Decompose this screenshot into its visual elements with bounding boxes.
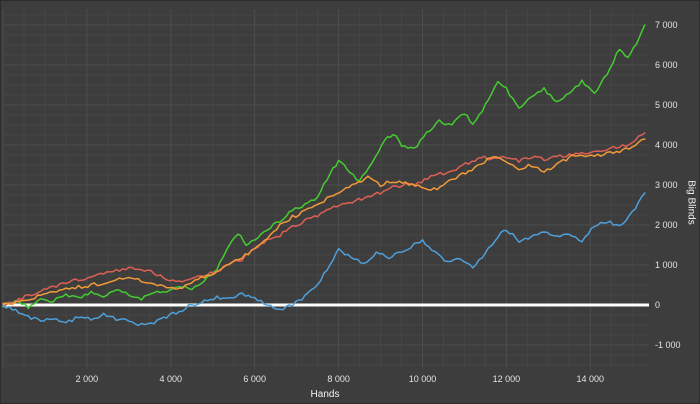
y-tick-label: 3 000 (655, 180, 678, 190)
series-red-line (2, 132, 646, 307)
y-tick-label: 7 000 (655, 20, 678, 30)
x-tick-label: 12 000 (493, 374, 521, 384)
y-axis-title-column: Big Blinds (683, 1, 699, 403)
x-tick-label: 8 000 (327, 374, 350, 384)
y-tick-label: 5 000 (655, 100, 678, 110)
x-tick-label: 10 000 (409, 374, 437, 384)
y-tick-label: 1 000 (655, 260, 678, 270)
y-tick-label: 6 000 (655, 60, 678, 70)
x-tick-label: 2 000 (76, 374, 99, 384)
series-orange-line (2, 138, 646, 306)
y-axis-title: Big Blinds (685, 179, 697, 225)
x-tick-label: 4 000 (160, 374, 183, 384)
grid-minor (3, 9, 649, 369)
series-green-line (2, 24, 646, 310)
x-axis-title: Hands (310, 389, 340, 400)
x-tick-label: 14 000 (577, 374, 605, 384)
y-tick-label: -1 000 (655, 340, 681, 350)
tick-labels: 2 000 4 000 6 000 8 000 10 000 12 000 14 000 -1… (76, 20, 681, 384)
y-tick-label: 4 000 (655, 140, 678, 150)
x-tick-label: 6 000 (243, 374, 266, 384)
y-tick-label: 0 (655, 300, 660, 310)
series-blue-line (2, 192, 646, 327)
y-tick-label: 2 000 (655, 220, 678, 230)
